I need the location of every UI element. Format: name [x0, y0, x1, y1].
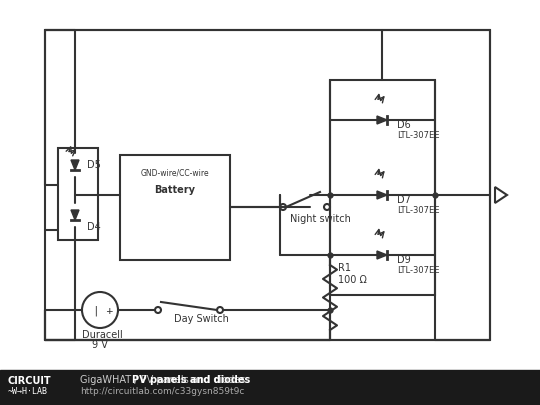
Bar [120, 155, 230, 260]
Bar [2, 372, 72, 402]
Text: http://circuitlab.com/c33gysn859t9c: http://circuitlab.com/c33gysn859t9c [80, 386, 245, 396]
Text: Day Switch: Day Switch [174, 314, 229, 324]
Text: LTL-307EE: LTL-307EE [397, 206, 440, 215]
Bar [58, 148, 98, 240]
Text: GND-wire/CC-wire: GND-wire/CC-wire [141, 168, 210, 177]
Text: Night switch: Night switch [290, 214, 351, 224]
Polygon shape [71, 160, 79, 170]
Text: CIRCUIT: CIRCUIT [8, 376, 52, 386]
Text: | +: | + [93, 305, 113, 315]
Text: Battery: Battery [154, 185, 195, 195]
Polygon shape [377, 251, 387, 259]
Bar [45, 30, 490, 340]
Polygon shape [377, 116, 387, 124]
Text: GigaWHAT / PV panels and diodes: GigaWHAT / PV panels and diodes [80, 375, 245, 385]
Bar [330, 80, 435, 295]
Text: D7: D7 [397, 195, 411, 205]
Text: LTL-307EE: LTL-307EE [397, 266, 440, 275]
Bar [0, 370, 540, 405]
Text: D5: D5 [87, 160, 101, 170]
Text: D4: D4 [87, 222, 101, 232]
Text: LTL-307EE: LTL-307EE [397, 131, 440, 140]
Text: 100 Ω: 100 Ω [338, 275, 367, 285]
Polygon shape [71, 210, 79, 220]
Polygon shape [377, 191, 387, 199]
Text: D6: D6 [397, 120, 411, 130]
Text: D9: D9 [397, 255, 411, 265]
Text: R1: R1 [338, 263, 351, 273]
Text: ~W→H·LAB: ~W→H·LAB [8, 388, 48, 396]
Text: PV panels and diodes: PV panels and diodes [132, 375, 250, 385]
Text: Duracell: Duracell [82, 330, 123, 340]
Text: 9 V: 9 V [92, 340, 108, 350]
